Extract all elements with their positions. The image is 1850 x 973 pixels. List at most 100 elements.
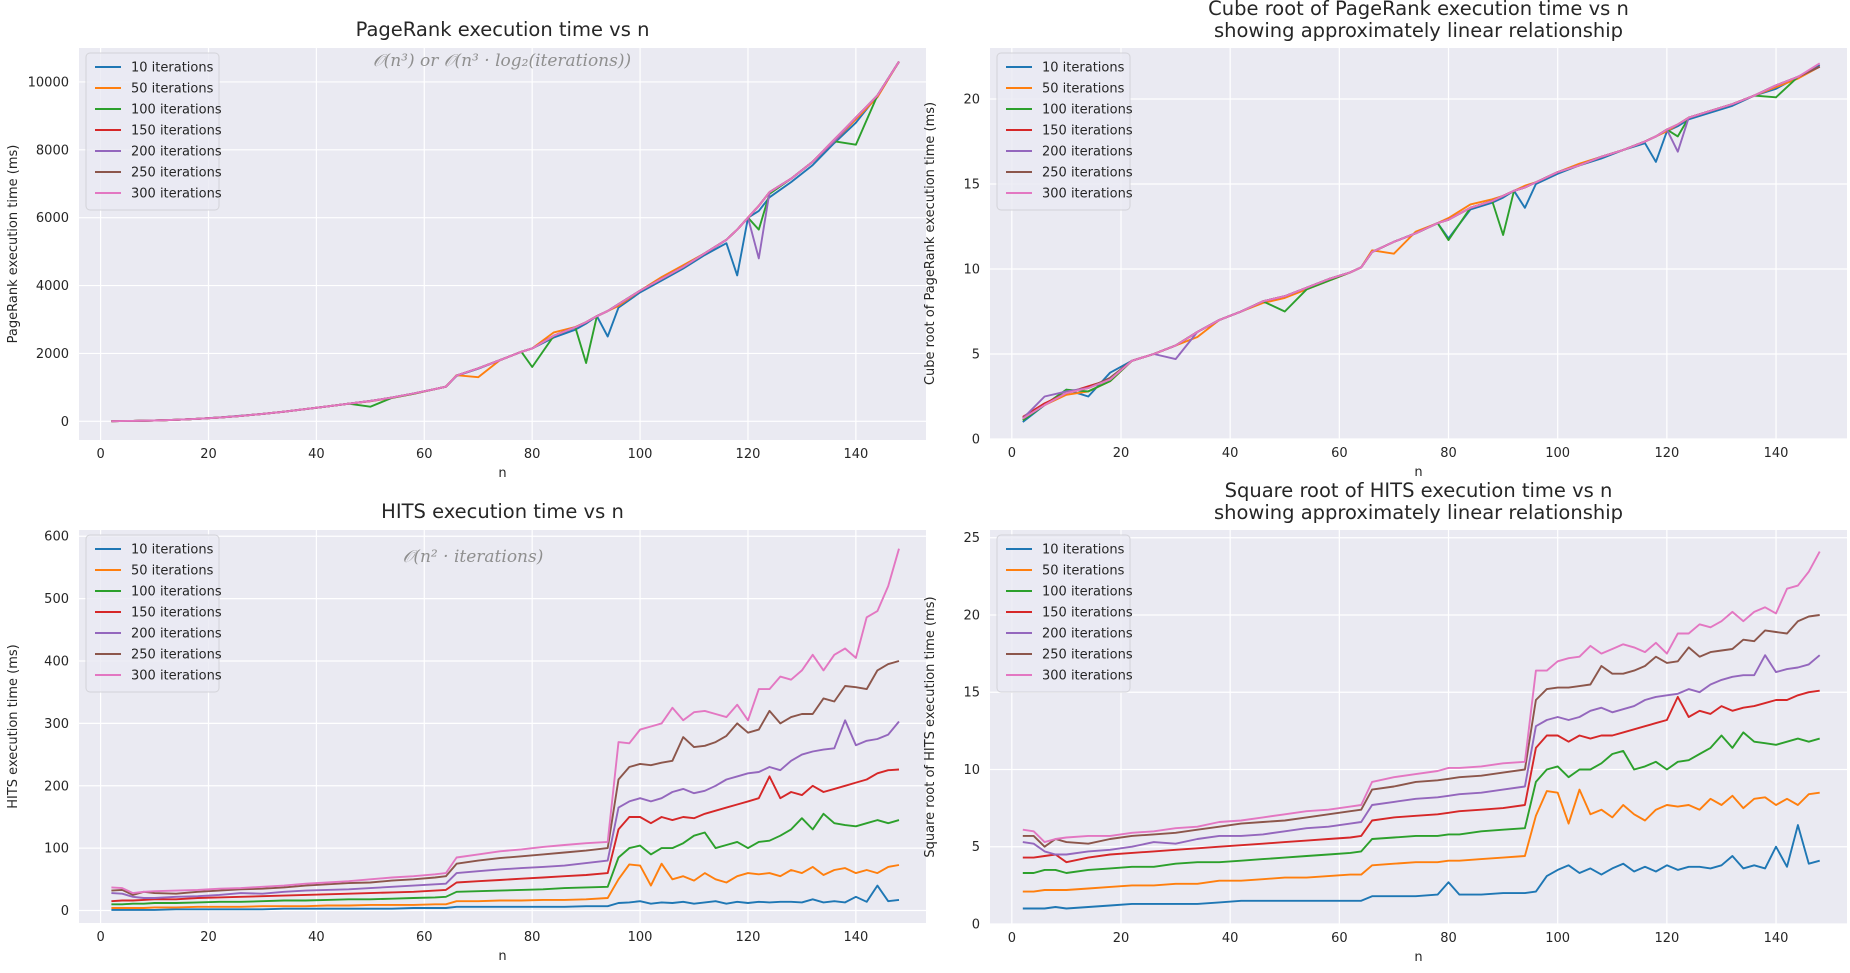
legend-entry: 250 iterations (131, 648, 222, 663)
x-tick-label: 20 (200, 930, 217, 945)
x-tick-label: 100 (628, 447, 653, 462)
y-tick-label: 300 (44, 717, 69, 732)
y-axis-label: PageRank execution time (ms) (6, 145, 21, 344)
x-tick-label: 100 (1545, 446, 1570, 461)
x-tick-label: 140 (1764, 931, 1789, 946)
series-line-300-iterations (1022, 551, 1821, 844)
legend-entry: 10 iterations (131, 61, 214, 76)
x-tick-label: 0 (96, 447, 104, 462)
x-tick-label: 60 (416, 447, 433, 462)
series-line-150-iterations (111, 768, 900, 903)
legend-entry: 50 iterations (1042, 564, 1125, 579)
chart-panel-1: 0 20 40 60 80 100 120 140 0 2000 4000 6000 8000 10000… (6, 18, 926, 481)
x-tick-label: 60 (1331, 931, 1348, 946)
legend-entry: 250 iterations (1042, 166, 1133, 181)
x-tick-label: 20 (200, 447, 217, 462)
legend-entry: 150 iterations (1042, 124, 1133, 139)
legend-entry: 200 iterations (131, 145, 222, 160)
x-tick-label: 120 (736, 930, 761, 945)
y-tick-label: 10000 (28, 75, 69, 90)
legend: 10 iterations 50 iterations 100 iterations… (85, 52, 222, 211)
legend-entry: 50 iterations (131, 564, 214, 579)
legend-entry: 100 iterations (131, 585, 222, 600)
y-tick-label: 10 (963, 763, 980, 778)
y-tick-label: 25 (963, 531, 980, 546)
x-tick-label: 140 (843, 930, 868, 945)
y-tick-label: 100 (44, 842, 69, 857)
x-axis-label: n (1414, 465, 1422, 480)
x-tick-label: 20 (1113, 931, 1130, 946)
series-line-10-iterations (111, 884, 900, 911)
x-tick-label: 120 (736, 447, 761, 462)
x-tick-label: 120 (1654, 446, 1679, 461)
y-axis-label: Cube root of PageRank execution time (ms… (923, 102, 938, 385)
x-tick-label: 80 (1440, 931, 1457, 946)
chart-title: Cube root of PageRank execution time vs … (1208, 0, 1629, 42)
legend-entry: 10 iterations (1042, 61, 1125, 76)
y-tick-label: 6000 (36, 211, 69, 226)
legend-entry: 50 iterations (131, 82, 214, 97)
y-axis-label: HITS execution time (ms) (6, 644, 21, 809)
series-line-100-iterations (111, 812, 900, 906)
legend-entry: 100 iterations (1042, 103, 1133, 118)
x-tick-label: 120 (1654, 931, 1679, 946)
y-tick-label: 4000 (36, 279, 69, 294)
series-line-10-iterations (1022, 824, 1820, 910)
x-tick-label: 80 (1440, 446, 1457, 461)
y-tick-label: 5 (972, 348, 980, 363)
y-tick-label: 0 (972, 918, 980, 933)
x-tick-label: 80 (524, 447, 541, 462)
complexity-annotation: 𝒪(n³) or 𝒪(n³ · log₂(iterations)) (373, 51, 631, 71)
legend: 10 iterations 50 iterations 100 iterations… (996, 534, 1133, 693)
legend: 10 iterations 50 iterations 100 iterations… (996, 52, 1133, 211)
chart-panel-2: 0 20 40 60 80 100 120 140 0 5 10 15 20 Cube root of P… (923, 0, 1847, 480)
series-line-100-iterations (1022, 731, 1820, 874)
series-line-150-iterations (1022, 689, 1820, 864)
y-tick-label: 5 (972, 840, 980, 855)
x-tick-label: 60 (1331, 446, 1348, 461)
x-tick-label: 60 (416, 930, 433, 945)
y-tick-label: 400 (44, 655, 69, 670)
legend-entry: 300 iterations (131, 669, 222, 684)
plot-area (990, 530, 1847, 924)
legend-entry: 50 iterations (1042, 82, 1125, 97)
x-tick-label: 40 (1222, 446, 1239, 461)
y-tick-label: 600 (44, 530, 69, 545)
y-tick-label: 200 (44, 779, 69, 794)
x-tick-label: 100 (628, 930, 653, 945)
legend-entry: 10 iterations (1042, 543, 1125, 558)
x-tick-label: 140 (843, 447, 868, 462)
x-tick-label: 100 (1545, 931, 1570, 946)
legend: 10 iterations 50 iterations 100 iterations… (85, 534, 222, 693)
legend-entry: 150 iterations (1042, 606, 1133, 621)
x-tick-label: 0 (1008, 446, 1016, 461)
series-line-200-iterations (111, 719, 900, 899)
x-tick-label: 140 (1764, 446, 1789, 461)
legend-entry: 200 iterations (1042, 145, 1133, 160)
chart-panel-4: 0 20 40 60 80 100 120 140 0 5 10 15 20 25 Square root … (923, 479, 1847, 965)
x-tick-label: 40 (308, 447, 325, 462)
x-axis-label: n (498, 466, 506, 481)
x-tick-label: 40 (1222, 931, 1239, 946)
complexity-annotation: 𝒪(n² · iterations) (403, 547, 544, 567)
series-line-300-iterations (1022, 62, 1821, 420)
x-axis-label: n (1414, 950, 1422, 965)
y-axis-label: Square root of HITS execution time (ms) (923, 596, 938, 857)
legend-entry: 300 iterations (1042, 669, 1133, 684)
y-tick-label: 15 (963, 686, 980, 701)
y-tick-label: 0 (972, 433, 980, 448)
legend-entry: 300 iterations (1042, 187, 1133, 202)
y-tick-label: 0 (61, 415, 69, 430)
x-tick-label: 0 (1008, 931, 1016, 946)
series-line-300-iterations (111, 61, 900, 423)
legend-box (85, 534, 220, 693)
chart-title: HITS execution time vs n (381, 500, 624, 523)
legend-entry: 250 iterations (1042, 648, 1133, 663)
x-tick-label: 80 (524, 930, 541, 945)
legend-entry: 150 iterations (131, 124, 222, 139)
legend-entry: 10 iterations (131, 543, 214, 558)
series-line-300-iterations (111, 548, 900, 895)
x-axis-label: n (498, 949, 506, 964)
legend-entry: 200 iterations (131, 627, 222, 642)
